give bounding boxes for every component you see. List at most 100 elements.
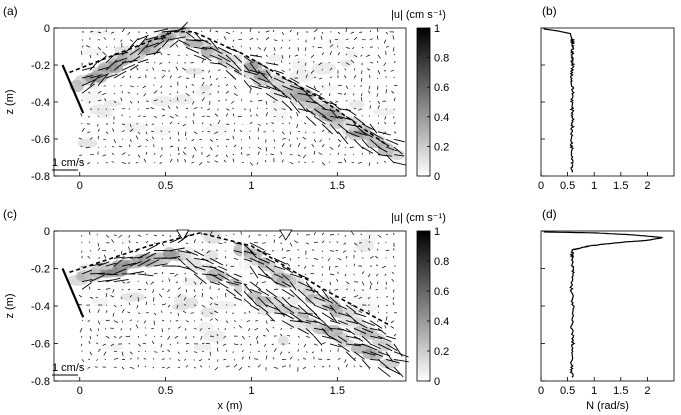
velocity-arrow (313, 335, 323, 346)
velocity-arrow (161, 366, 165, 369)
velocity-arrow (255, 335, 259, 340)
velocity-arrow (384, 273, 387, 276)
velocity-arrow (367, 309, 371, 314)
velocity-arrow (289, 273, 303, 279)
velocity-arrow (89, 336, 92, 340)
velocity-arrow (169, 85, 172, 88)
velocity-arrow (105, 73, 118, 79)
velocity-arrow (97, 247, 101, 251)
velocity-arrow (261, 281, 267, 284)
velocity-arrow (342, 250, 347, 253)
velocity-arrow (169, 115, 174, 119)
velocity-arrow (169, 100, 172, 102)
velocity-arrow (273, 53, 276, 56)
velocity-arrow (313, 296, 326, 302)
velocity-arrow (127, 311, 131, 314)
velocity-arrow (129, 139, 132, 142)
velocity-arrow (281, 85, 293, 91)
velocity-arrow (281, 312, 294, 320)
velocity-arrow (305, 108, 316, 116)
velocity-arrow (206, 250, 211, 254)
shading-patch (349, 99, 365, 110)
velocity-arrow (209, 39, 219, 50)
velocity-arrow (361, 77, 363, 82)
velocity-arrow (143, 158, 147, 163)
velocity-arrow (201, 30, 203, 33)
velocity-arrow (241, 69, 258, 76)
position-marker (176, 229, 190, 241)
velocity-arrow (160, 91, 163, 94)
velocity-arrow (177, 139, 180, 142)
velocity-arrow (121, 366, 125, 370)
velocity-arrow (353, 357, 356, 360)
velocity-arrow (249, 281, 262, 290)
shading-patch (126, 50, 143, 62)
velocity-arrow (81, 83, 95, 94)
velocity-arrow (329, 250, 335, 252)
x-tick-label: 0.5 (158, 385, 173, 397)
velocity-arrow (345, 363, 348, 368)
velocity-arrow (97, 31, 102, 34)
velocity-arrow (167, 105, 171, 109)
velocity-arrow (302, 154, 307, 159)
velocity-arrow (215, 30, 219, 33)
panel-c-vector-field: (c) 0 0.5 1 1.5 0 -0.2 -0.4 -0.6 -0.8 z (m) x (… (3, 207, 409, 412)
velocity-arrow (177, 326, 182, 329)
velocity-arrow (265, 100, 268, 105)
velocity-arrow (167, 304, 171, 308)
velocity-arrow (303, 122, 307, 125)
velocity-arrow (111, 161, 115, 163)
velocity-arrow (305, 115, 317, 126)
velocity-arrow (169, 158, 173, 163)
velocity-arrow (105, 59, 118, 71)
velocity-arrow (198, 162, 203, 166)
velocity-arrow (368, 90, 371, 94)
velocity-arrow (206, 161, 211, 163)
velocity-arrow (113, 320, 118, 324)
velocity-arrow (97, 348, 101, 352)
shading-patch (77, 138, 98, 148)
velocity-arrow (297, 92, 313, 97)
velocity-arrow (129, 351, 133, 355)
velocity-arrow (152, 289, 155, 294)
velocity-arrow (377, 343, 393, 352)
velocity-arrow (177, 359, 181, 362)
velocity-arrow (201, 293, 203, 298)
velocity-arrow (361, 146, 374, 154)
shading-patch (292, 58, 308, 72)
velocity-arrow (177, 54, 180, 57)
velocity-arrow (121, 130, 125, 133)
velocity-arrow (369, 30, 372, 33)
velocity-arrow (249, 242, 265, 251)
velocity-arrow (240, 45, 243, 48)
velocity-arrow (184, 146, 187, 150)
panel-b-profile: (b) 0 0.5 1 1.5 2 (538, 4, 675, 192)
velocity-arrow (313, 232, 316, 236)
velocity-arrow (288, 122, 291, 125)
velocity-arrow (214, 160, 219, 163)
velocity-arrow (201, 77, 205, 80)
velocity-arrow (137, 154, 141, 158)
velocity-arrow (121, 250, 123, 255)
velocity-arrow (265, 265, 275, 273)
velocity-arrow (311, 249, 315, 251)
shading-patch (374, 135, 386, 143)
velocity-arrow (118, 335, 123, 339)
velocity-arrow (384, 116, 387, 120)
velocity-arrow (257, 69, 267, 79)
velocity-arrow (169, 154, 172, 156)
velocity-arrow (249, 257, 265, 265)
velocity-arrow (273, 69, 284, 75)
velocity-arrow (113, 100, 117, 104)
velocity-arrow (193, 250, 205, 257)
velocity-arrow (385, 358, 400, 364)
velocity-arrow (377, 100, 381, 104)
velocity-arrow (361, 271, 365, 275)
velocity-arrow (289, 304, 300, 310)
velocity-arrow (302, 357, 307, 360)
velocity-arrow (350, 31, 355, 34)
velocity-arrow (121, 262, 136, 267)
velocity-arrow (353, 320, 368, 329)
velocity-arrow (305, 312, 321, 320)
velocity-arrow (369, 123, 378, 134)
